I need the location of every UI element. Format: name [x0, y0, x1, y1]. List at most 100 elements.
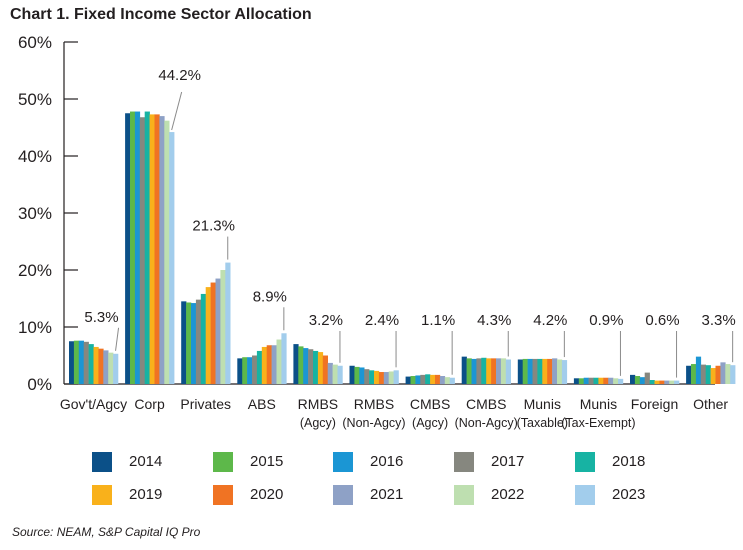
x-tick-label: Privates	[180, 396, 231, 412]
x-tick-label: Corp	[134, 396, 165, 412]
bar-2017	[700, 364, 706, 384]
bar-2020	[715, 365, 721, 384]
bar-2016	[191, 303, 197, 384]
bar-2022	[332, 364, 338, 384]
data-label: 3.2%	[309, 312, 343, 329]
bar-2015	[186, 302, 192, 384]
bar-2016	[359, 367, 365, 384]
bar-2014	[69, 341, 75, 384]
legend-label: 2021	[370, 486, 404, 503]
bar-2017	[420, 374, 426, 384]
bar-2015	[578, 378, 584, 384]
legend-swatch	[213, 485, 233, 505]
bar-2023	[393, 370, 399, 384]
legend-label: 2015	[250, 453, 284, 470]
bar-2022	[164, 120, 170, 384]
bar-2020	[659, 380, 665, 384]
bar-2016	[583, 377, 589, 384]
bar-2016	[695, 356, 702, 384]
legend-label: 2016	[370, 453, 404, 470]
bar-2018	[313, 350, 319, 384]
data-label: 8.9%	[253, 288, 287, 305]
bar-2017	[83, 341, 89, 384]
bar-2017	[588, 377, 594, 384]
bar-2020	[603, 377, 609, 384]
x-tick-label: (Tax-Exempt)	[561, 416, 635, 430]
y-tick-label: 20%	[18, 261, 52, 280]
bar-2023	[169, 132, 175, 384]
legend-label: 2020	[250, 486, 284, 503]
bar-2020	[266, 345, 272, 384]
bar-2022	[276, 339, 282, 384]
bar-2019	[430, 374, 436, 384]
bar-2018	[705, 365, 711, 384]
bar-2023	[505, 359, 511, 384]
bar-2016	[247, 357, 253, 384]
bar-2018	[425, 374, 431, 384]
bar-2021	[439, 376, 446, 384]
annotations: 5.3% 44.2% 21.3% 8.9% 3.2% 2.4% 1.1% 4.3% 4.2% 0.…	[84, 67, 736, 378]
bar-2014	[630, 374, 636, 384]
bar-2022	[669, 380, 675, 384]
bar-2019	[486, 358, 492, 384]
bar-2019	[710, 368, 716, 384]
bar-2015	[522, 358, 528, 384]
data-label: 44.2%	[158, 67, 201, 84]
bar-2022	[725, 364, 731, 384]
bar-2016	[134, 111, 141, 384]
bar-2021	[383, 372, 389, 384]
bar-2021	[271, 345, 277, 384]
bar-2014	[461, 356, 467, 384]
bar-2019	[598, 377, 604, 384]
bar-2021	[103, 350, 109, 384]
bar-2020	[435, 374, 441, 384]
bar-2018	[649, 380, 655, 384]
bar-2016	[303, 348, 309, 384]
x-tick-label: (Agcy)	[412, 416, 448, 430]
legend-swatch	[575, 452, 595, 472]
bar-2020	[491, 358, 497, 384]
y-tick-label: 50%	[18, 90, 52, 109]
data-label: 0.9%	[589, 312, 623, 329]
bar-2018	[369, 370, 375, 384]
bar-2021	[552, 358, 558, 384]
chart-title: Chart 1. Fixed Income Sector Allocation	[10, 6, 312, 23]
bar-2022	[108, 352, 114, 384]
y-tick-label: 0%	[27, 375, 52, 394]
bar-2023	[281, 333, 287, 384]
bar-2021	[215, 278, 221, 384]
bar-2014	[517, 359, 523, 384]
legend-swatch	[92, 452, 112, 472]
bar-2022	[613, 378, 619, 384]
bar-2019	[93, 346, 99, 384]
bar-2014	[349, 365, 355, 384]
x-tick-label: Munis	[580, 396, 617, 412]
y-tick-label: 10%	[18, 318, 52, 337]
bar-2015	[242, 357, 248, 384]
bar-2019	[374, 370, 380, 384]
x-tick-label: (Non-Agcy)	[455, 416, 518, 430]
bar-2016	[639, 377, 645, 384]
legend-swatch	[575, 485, 595, 505]
bar-2014	[686, 365, 692, 384]
bar-2017	[532, 358, 538, 384]
bar-2019	[149, 114, 155, 384]
bar-2017	[644, 372, 650, 384]
legend-swatch	[333, 485, 353, 505]
bar-2015	[298, 346, 304, 384]
bar-2016	[78, 340, 84, 384]
bar-2019	[542, 358, 548, 384]
data-label: 5.3%	[84, 309, 118, 326]
bar-2023	[337, 365, 343, 384]
bar-2018	[537, 358, 543, 384]
legend-label: 2018	[612, 453, 646, 470]
bar-2020	[210, 282, 216, 384]
bar-2021	[496, 358, 502, 384]
bar-2015	[466, 358, 472, 384]
legend-swatch	[454, 452, 474, 472]
bar-2023	[113, 353, 119, 384]
bar-2014	[405, 376, 411, 384]
x-tick-label: Munis	[524, 396, 561, 412]
legend-swatch	[333, 452, 353, 472]
bar-2018	[88, 344, 94, 384]
